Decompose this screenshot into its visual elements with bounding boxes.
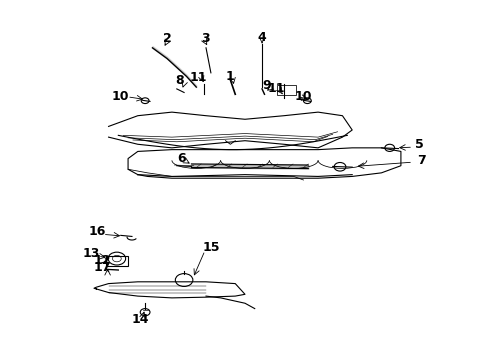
Text: 11: 11 [268, 82, 285, 95]
Text: 15: 15 [202, 241, 220, 255]
Text: 10: 10 [294, 90, 312, 103]
Text: 5: 5 [415, 139, 424, 152]
Text: 6: 6 [177, 152, 186, 165]
Text: 4: 4 [258, 31, 267, 44]
Text: 11: 11 [190, 71, 207, 84]
Text: 17: 17 [94, 261, 111, 274]
Text: 14: 14 [131, 313, 149, 326]
Text: 9: 9 [263, 79, 271, 92]
Text: 2: 2 [163, 32, 172, 45]
Bar [277, 85, 296, 95]
Text: 12: 12 [94, 254, 111, 267]
Text: 1: 1 [226, 70, 235, 83]
Text: 3: 3 [201, 32, 209, 45]
Text: 13: 13 [83, 247, 100, 260]
Text: 7: 7 [417, 154, 426, 167]
Text: 8: 8 [175, 74, 184, 87]
Text: 10: 10 [112, 90, 129, 103]
Bar [106, 256, 128, 266]
Text: 16: 16 [89, 225, 106, 238]
